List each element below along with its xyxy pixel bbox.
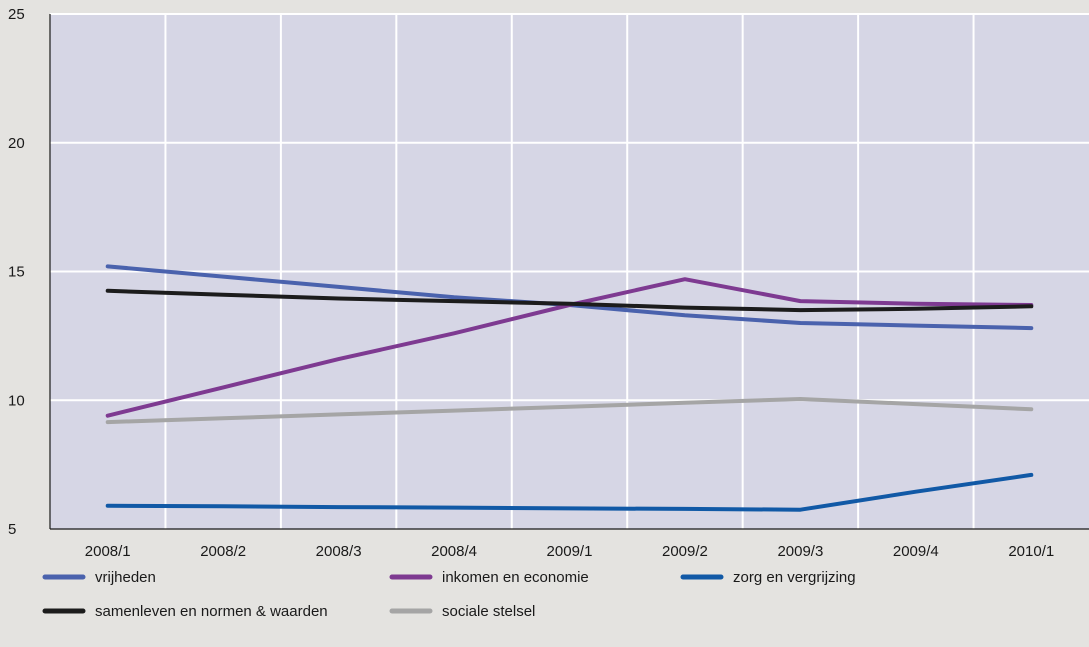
legend-item: inkomen en economie [389,569,589,586]
x-tick-label: 2009/4 [893,543,939,560]
y-tick-label: 15 [8,264,25,281]
series-line-4 [105,397,1034,425]
series-lines [105,264,1034,512]
series-line-2 [105,472,1034,512]
grid [49,13,1089,530]
y-tick-label: 20 [8,135,25,152]
legend-label: vrijheden [95,569,156,586]
y-tick-label: 10 [8,392,25,409]
legend-item: sociale stelsel [389,603,535,620]
legend-label: sociale stelsel [442,603,535,620]
x-tick-label: 2009/3 [777,543,823,560]
x-tick-label: 2008/2 [200,543,246,560]
legend-item: samenleven en normen & waarden [42,603,328,620]
x-tick-label: 2008/3 [316,543,362,560]
legend-label: samenleven en normen & waarden [95,603,328,620]
legend-label: inkomen en economie [442,569,589,586]
x-tick-label: 2009/1 [547,543,593,560]
legend: vrijheden inkomen en economie zorg en verg… [42,569,856,620]
x-tick-label: 2010/1 [1008,543,1054,560]
y-tick-label: 25 [8,6,25,23]
legend-item: vrijheden [42,569,156,586]
legend-label: zorg en vergrijzing [733,569,856,586]
x-tick-label: 2008/4 [431,543,477,560]
y-tick-label: 5 [8,521,16,538]
series-line-3 [105,288,1034,313]
legend-item: zorg en vergrijzing [680,569,856,586]
x-tick-label: 2009/2 [662,543,708,560]
x-axis: 2008/1 2008/2 2008/3 2008/4 2009/1 2009/2 2009… [85,543,1054,560]
y-axis: 5 10 15 20 25 [8,6,25,538]
x-tick-label: 2008/1 [85,543,131,560]
